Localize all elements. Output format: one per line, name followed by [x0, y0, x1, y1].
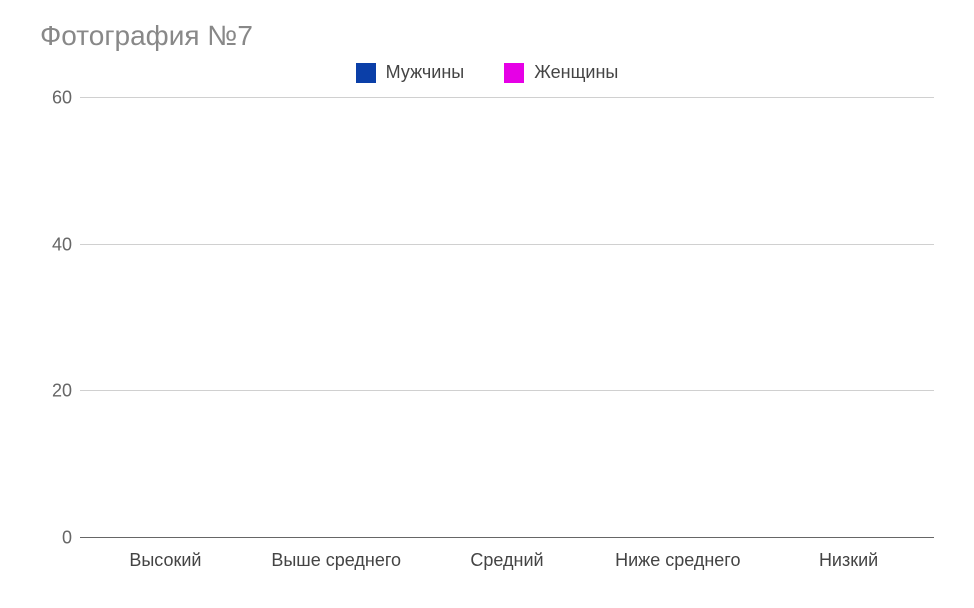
x-axis-label: Ниже среднего [592, 550, 763, 571]
legend-label-0: Мужчины [386, 62, 465, 83]
grid-line [80, 390, 934, 391]
legend-label-1: Женщины [534, 62, 618, 83]
bars-area [80, 98, 934, 538]
x-axis-label: Высокий [80, 550, 251, 571]
chart-container: Фотография №7 Мужчины Женщины 0204060 Вы… [0, 0, 974, 608]
grid-line [80, 97, 934, 98]
y-tick-label: 40 [52, 234, 72, 255]
x-axis-label: Выше среднего [251, 550, 422, 571]
chart-title: Фотография №7 [40, 20, 944, 52]
baseline [80, 537, 934, 538]
x-axis-label: Средний [422, 550, 593, 571]
y-axis: 0204060 [30, 98, 80, 538]
legend-swatch-0 [356, 63, 376, 83]
legend-item-series-0: Мужчины [356, 62, 465, 83]
x-axis-label: Низкий [763, 550, 934, 571]
legend: Мужчины Женщины [30, 62, 944, 83]
grid-line [80, 244, 934, 245]
legend-swatch-1 [504, 63, 524, 83]
legend-item-series-1: Женщины [504, 62, 618, 83]
y-tick-label: 0 [62, 528, 72, 549]
y-tick-label: 20 [52, 381, 72, 402]
plot-area: 0204060 [80, 98, 934, 538]
x-axis: ВысокийВыше среднегоСреднийНиже среднего… [80, 550, 934, 571]
y-tick-label: 60 [52, 88, 72, 109]
